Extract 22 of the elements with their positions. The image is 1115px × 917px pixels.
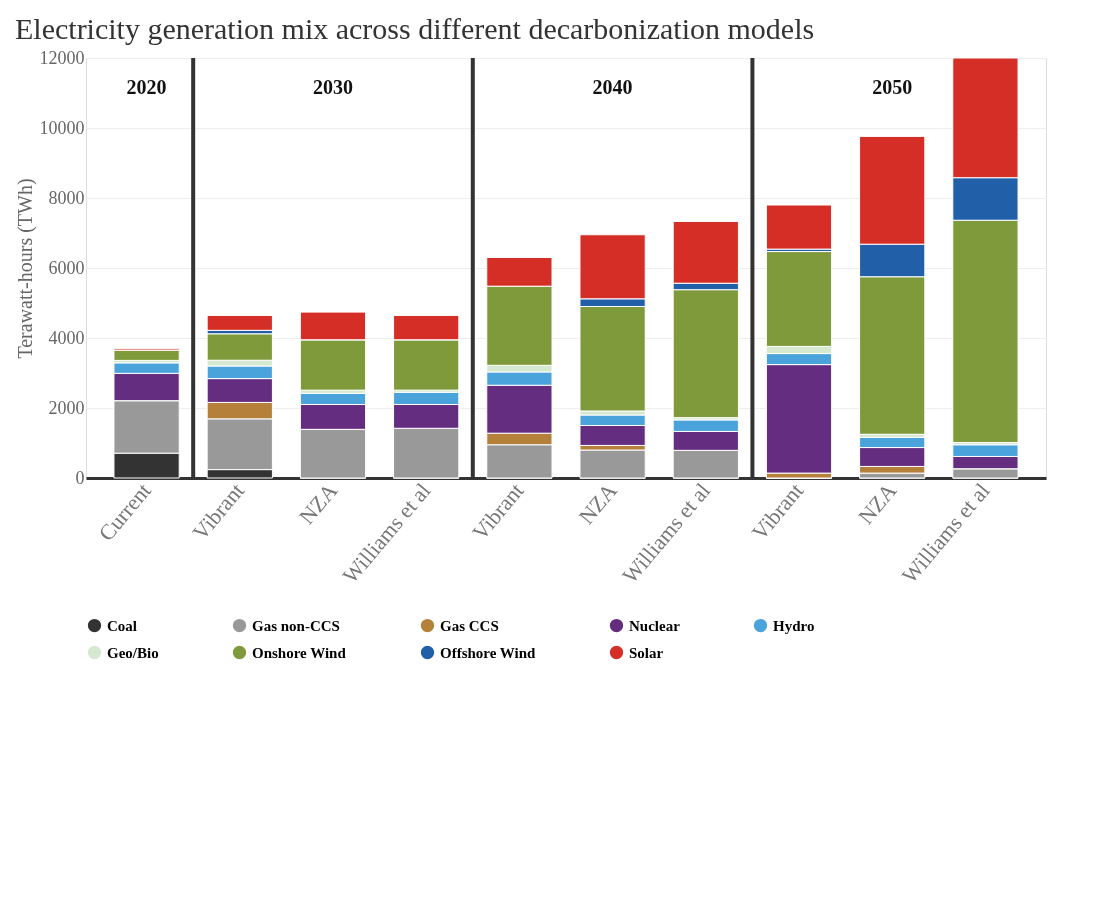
annotation: 2040	[592, 76, 633, 98]
legend-label: Solar	[629, 644, 664, 661]
y-tick-label: 0	[75, 467, 85, 488]
legend-label: Onshore Wind	[252, 644, 347, 661]
chart-title: Electricity generation mix across different decarbonization models	[15, 12, 815, 45]
annotation: 2050	[872, 76, 913, 98]
annotation: 2020	[126, 76, 167, 98]
legend-label: Offshore Wind	[440, 644, 537, 661]
y-tick-label: 2000	[48, 397, 85, 418]
y-tick-label: 4000	[48, 327, 85, 348]
y-tick-label: 10000	[39, 117, 85, 138]
y-tick-label: 6000	[48, 257, 85, 278]
legend-label: Geo/Bio	[107, 644, 159, 661]
y-tick-label: 12000	[39, 47, 85, 68]
legend-label: Coal	[107, 617, 137, 634]
legend-label: Gas CCS	[440, 617, 499, 634]
y-tick-label: 8000	[48, 187, 85, 208]
legend-label: Nuclear	[629, 617, 681, 634]
legend-label: Hydro	[773, 617, 815, 634]
legend-label: Gas non-CCS	[252, 617, 340, 634]
annotation: 2030	[312, 76, 353, 98]
y-axis-title: Terawatt-hours (TWh)	[13, 178, 37, 359]
